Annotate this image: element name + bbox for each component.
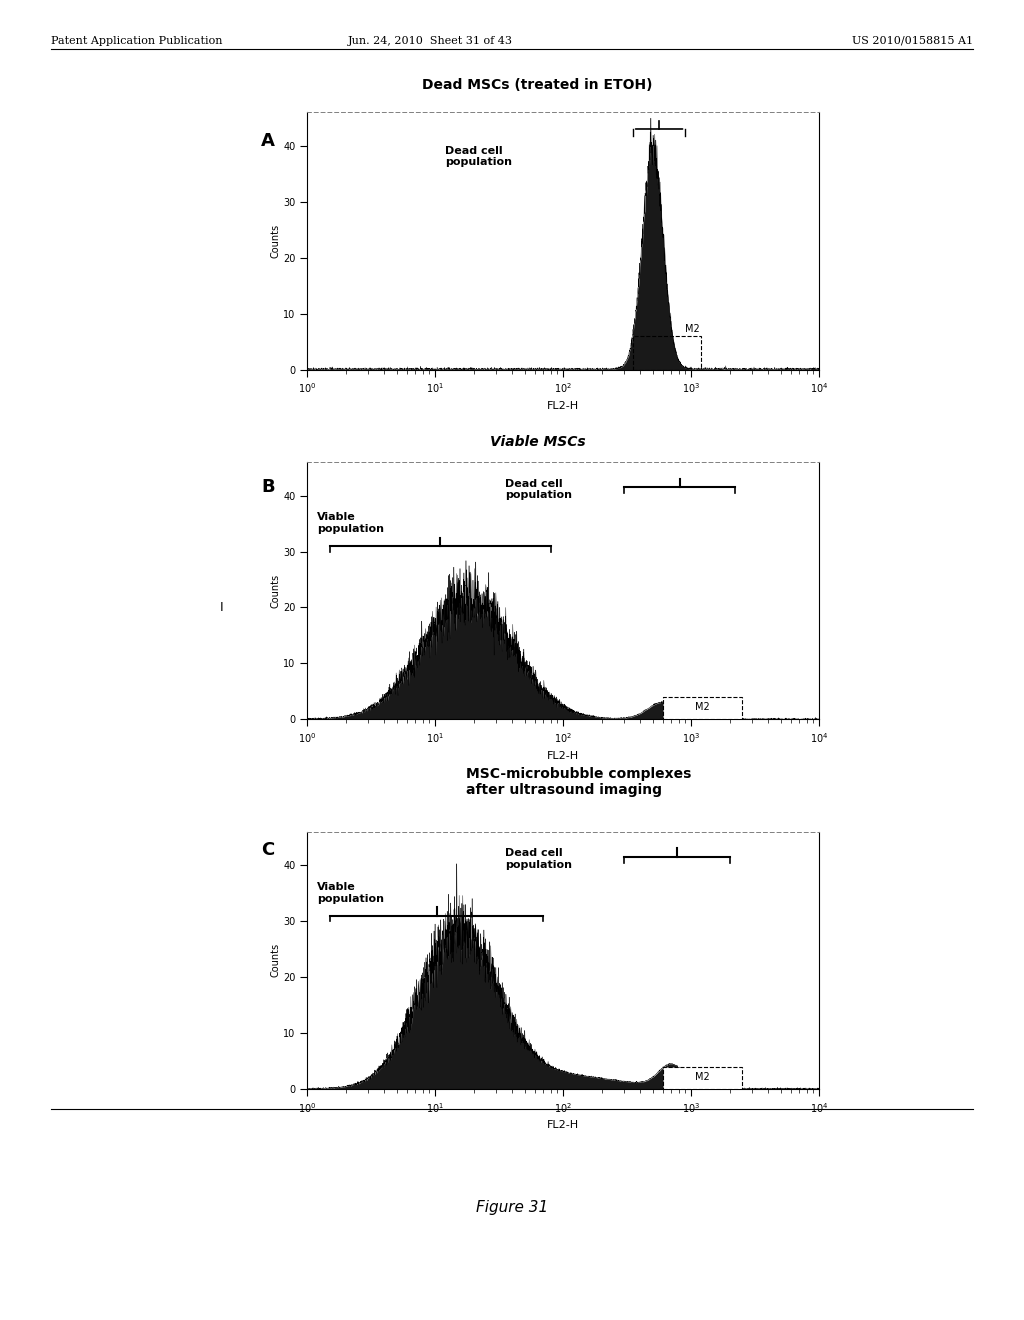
Text: M2: M2 (695, 702, 710, 711)
Text: M2: M2 (695, 1072, 710, 1081)
Text: Jun. 24, 2010  Sheet 31 of 43: Jun. 24, 2010 Sheet 31 of 43 (347, 36, 513, 46)
X-axis label: FL2-H: FL2-H (547, 1121, 580, 1130)
Bar (663, 697, 742, 719)
Text: Viable
population: Viable population (317, 882, 384, 904)
Text: Dead cell
population: Dead cell population (505, 479, 571, 500)
Text: US 2010/0158815 A1: US 2010/0158815 A1 (852, 36, 973, 46)
Y-axis label: Counts: Counts (270, 574, 281, 607)
Y-axis label: Counts: Counts (270, 944, 281, 977)
Text: Figure 31: Figure 31 (476, 1200, 548, 1216)
Text: I: I (220, 601, 224, 614)
Y-axis label: Counts: Counts (270, 224, 281, 257)
Text: Dead cell
population: Dead cell population (505, 849, 571, 870)
Text: Viable
population: Viable population (317, 512, 384, 535)
Text: A: A (261, 132, 275, 150)
Bar (663, 1067, 742, 1089)
Text: Dead MSCs (treated in ETOH): Dead MSCs (treated in ETOH) (422, 78, 653, 92)
Text: MSC-microbubble complexes
after ultrasound imaging: MSC-microbubble complexes after ultrasou… (466, 767, 691, 797)
Text: Dead cell
population: Dead cell population (445, 145, 512, 168)
X-axis label: FL2-H: FL2-H (547, 401, 580, 411)
Text: M2: M2 (685, 325, 699, 334)
Text: Viable MSCs: Viable MSCs (489, 434, 586, 449)
X-axis label: FL2-H: FL2-H (547, 751, 580, 760)
Text: B: B (261, 478, 274, 496)
Text: Patent Application Publication: Patent Application Publication (51, 36, 222, 46)
Text: C: C (261, 841, 274, 859)
